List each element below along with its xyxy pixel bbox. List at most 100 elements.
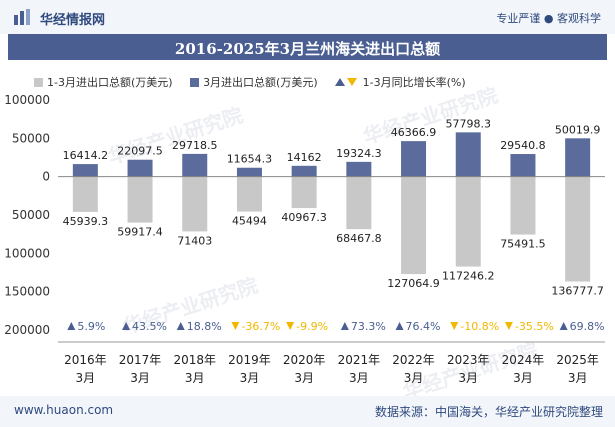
march-value-label: 29540.8 xyxy=(500,139,546,152)
q1-value-label: 117246.2 xyxy=(442,270,495,283)
yoy-up-triangle-icon xyxy=(67,322,76,330)
x-tick-label-year: 2023年 xyxy=(447,353,490,367)
march-value-label: 29718.5 xyxy=(172,139,218,152)
q1-total-bar xyxy=(565,176,591,282)
x-tick-label-month: 3月 xyxy=(513,371,533,385)
x-tick-label-month: 3月 xyxy=(130,371,150,385)
march-total-bar xyxy=(236,167,262,177)
x-tick-label-year: 2024年 xyxy=(502,353,545,367)
q1-total-bar xyxy=(182,176,208,232)
yoy-up-triangle-icon xyxy=(176,322,185,330)
x-tick-label-year: 2025年 xyxy=(556,353,599,367)
q1-total-bar xyxy=(346,176,372,230)
yoy-value-label: 76.4% xyxy=(406,320,441,333)
x-tick-label-year: 2017年 xyxy=(119,353,162,367)
x-tick-label-year: 2022年 xyxy=(392,353,435,367)
bar-chart: 100000 50000 0 50000 100000 150000 200000 16414… xyxy=(4,93,605,385)
q1-total-bar xyxy=(510,176,536,235)
legend-item-yoy: 1-3月同比增长率(%) xyxy=(335,74,466,90)
tagline: 专业严谨 ● 客观科学 xyxy=(496,12,601,25)
yoy-value-label: 5.9% xyxy=(77,320,105,333)
data-source: 数据来源：中国海关，华经产业研究院整理 xyxy=(374,405,603,419)
x-tick-label-year: 2018年 xyxy=(173,353,216,367)
y-tick-label: 150000 xyxy=(4,285,50,299)
yoy-up-triangle-icon xyxy=(559,322,568,330)
march-total-bar xyxy=(72,164,98,177)
yoy-up-triangle-icon xyxy=(340,322,349,330)
x-tick-label-month: 3月 xyxy=(404,371,424,385)
x-tick-label-month: 3月 xyxy=(349,371,369,385)
march-value-label: 11654.3 xyxy=(227,153,273,166)
q1-total-bar xyxy=(72,176,98,212)
y-tick-label: 0 xyxy=(42,170,50,184)
brand-logo-icon xyxy=(14,9,30,25)
top-banner: 华经情报网 专业严谨 ● 客观科学 xyxy=(0,0,615,34)
y-tick-label: 100000 xyxy=(4,93,50,107)
y-tick-label: 50000 xyxy=(12,131,50,145)
yoy-up-triangle-icon xyxy=(395,322,404,330)
x-tick-label-year: 2020年 xyxy=(283,353,326,367)
chart-legend: 1-3月进出口总额(万美元) 3月进出口总额(万美元) 1-3月同比增长率(%) xyxy=(34,74,480,90)
y-tick-label: 50000 xyxy=(12,208,50,222)
yoy-value-label: 43.5% xyxy=(132,320,167,333)
yoy-value-label: -10.8% xyxy=(460,320,499,333)
march-value-label: 57798.3 xyxy=(446,117,492,130)
q1-total-bar xyxy=(291,176,317,209)
q1-value-label: 127064.9 xyxy=(387,277,440,290)
x-tick-label-month: 3月 xyxy=(240,371,260,385)
q1-total-bar xyxy=(127,176,153,223)
march-value-label: 50019.9 xyxy=(555,123,601,136)
x-tick-label-year: 2021年 xyxy=(338,353,381,367)
title-bar: 2016-2025年3月兰州海关进出口总额 xyxy=(8,34,607,60)
x-tick-label-month: 3月 xyxy=(294,371,314,385)
y-tick-label: 200000 xyxy=(4,323,50,337)
march-total-bar xyxy=(346,161,372,177)
footer: www.huaon.com 数据来源：中国海关，华经产业研究院整理 xyxy=(0,396,615,427)
legend-item-march: 3月进出口总额(万美元) xyxy=(190,74,318,90)
yoy-down-triangle-icon xyxy=(286,322,295,330)
yoy-value-label: -35.5% xyxy=(515,320,554,333)
legend-item-q1: 1-3月进出口总额(万美元) xyxy=(34,74,173,90)
march-total-bar xyxy=(291,165,317,177)
yoy-value-label: 73.3% xyxy=(351,320,386,333)
q1-value-label: 45494 xyxy=(232,215,267,228)
yoy-value-label: 69.8% xyxy=(570,320,605,333)
site-url[interactable]: www.huaon.com xyxy=(14,403,114,417)
march-total-bar xyxy=(182,153,208,177)
x-tick-label-year: 2019年 xyxy=(228,353,271,367)
q1-value-label: 45939.3 xyxy=(63,215,109,228)
x-tick-label-month: 3月 xyxy=(185,371,205,385)
y-tick-label: 100000 xyxy=(4,246,50,260)
q1-value-label: 40967.3 xyxy=(281,211,327,224)
q1-value-label: 59917.4 xyxy=(117,226,163,239)
yoy-down-triangle-icon xyxy=(231,322,240,330)
yoy-down-triangle-icon xyxy=(450,322,459,330)
legend-swatch-march xyxy=(190,78,200,87)
march-total-bar xyxy=(127,159,153,177)
yoy-value-label: -9.9% xyxy=(296,320,328,333)
legend-label-yoy: 1-3月同比增长率(%) xyxy=(362,76,466,89)
march-value-label: 14162 xyxy=(287,151,322,164)
march-total-bar xyxy=(510,154,536,177)
x-tick-label-month: 3月 xyxy=(458,371,478,385)
march-value-label: 22097.5 xyxy=(117,145,163,158)
yoy-up-triangle-icon xyxy=(122,322,131,330)
brand-name: 华经情报网 xyxy=(40,13,106,28)
legend-label-q1: 1-3月进出口总额(万美元) xyxy=(47,76,173,89)
march-value-label: 46366.9 xyxy=(391,126,437,139)
march-total-bar xyxy=(401,141,427,177)
march-value-label: 16414.2 xyxy=(63,149,109,162)
chart-title: 2016-2025年3月兰州海关进出口总额 xyxy=(174,40,441,58)
q1-value-label: 71403 xyxy=(177,234,212,247)
q1-value-label: 68467.8 xyxy=(336,232,382,245)
yoy-down-triangle-icon xyxy=(504,322,513,330)
yoy-value-label: 18.8% xyxy=(187,320,222,333)
march-total-bar xyxy=(565,138,591,177)
legend-label-march: 3月进出口总额(万美元) xyxy=(203,76,318,89)
march-total-bar xyxy=(455,132,481,177)
q1-value-label: 75491.5 xyxy=(500,238,546,251)
legend-down-triangle-icon xyxy=(347,78,358,86)
legend-up-triangle-icon xyxy=(335,78,346,86)
q1-total-bar xyxy=(236,176,262,212)
q1-total-bar xyxy=(401,176,427,275)
